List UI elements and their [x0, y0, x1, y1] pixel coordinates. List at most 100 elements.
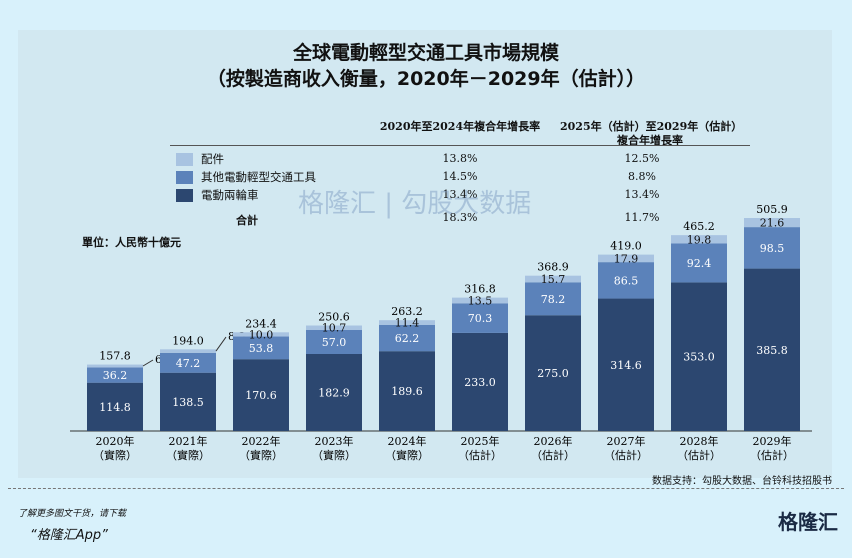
bar-segment [744, 227, 800, 269]
legend-swatch [176, 188, 193, 202]
chart-subtitle: （按製造商收入衡量，2020年－2029年（估計）） [206, 68, 646, 90]
total-label: 157.8 [99, 350, 131, 363]
data-label: 21.6 [760, 217, 785, 230]
promo-text: 了解更多图文干货，请下载 [18, 509, 127, 519]
bar-segment [598, 298, 654, 431]
bar-segment [160, 352, 216, 373]
bar-segment [379, 351, 435, 431]
x-tick-note: （估計） [677, 448, 721, 462]
total-label: 194.0 [172, 334, 204, 347]
cagr-value: 13.4% [624, 188, 660, 201]
x-tick-label: 2028年 [680, 434, 719, 448]
x-tick-note: （實際） [385, 448, 429, 462]
source-note: 数据支持：勾股大数据、台铃科技招股书 [652, 476, 832, 487]
total-label: 465.2 [683, 220, 715, 233]
bar-segment [525, 315, 581, 431]
data-label: 36.2 [103, 369, 128, 382]
bar-segment [671, 282, 727, 431]
cagr-value: 14.5% [442, 170, 478, 183]
data-label: 62.2 [395, 332, 420, 345]
legend-item: 配件 [176, 151, 224, 167]
bar-segment [598, 254, 654, 263]
data-label: 182.9 [318, 386, 350, 399]
bar-segment [379, 324, 435, 352]
data-label: 314.6 [610, 359, 642, 372]
data-label: 98.5 [760, 242, 785, 255]
data-label: 86.5 [614, 274, 639, 287]
bar-segment [306, 325, 362, 331]
bar-segment [160, 349, 216, 353]
total-label: 505.9 [756, 203, 788, 216]
unit-label: 單位：人民幣十億元 [82, 236, 181, 249]
data-label: 15.7 [541, 273, 566, 286]
legend-label: 配件 [201, 152, 224, 166]
data-label: 189.6 [391, 385, 423, 398]
legend-label: 其他電動輕型交通工具 [201, 170, 316, 184]
data-label: 170.6 [245, 389, 277, 402]
bar-segment [306, 353, 362, 431]
bar-segment [452, 297, 508, 304]
leader-line [142, 359, 154, 367]
bar-segment [744, 268, 800, 431]
cagr-header-2: 2025年（估計）至2029年（估計） [560, 120, 743, 133]
watermark: 格隆汇 | 勾股大数据 [298, 189, 532, 219]
bar-segment [671, 243, 727, 283]
data-label: 53.8 [249, 342, 274, 355]
cagr-value: 12.5% [624, 152, 660, 165]
bar-segment [671, 235, 727, 244]
bar-segment [233, 359, 289, 431]
data-label: 233.0 [464, 376, 496, 389]
bar-segment [598, 262, 654, 299]
promo-app: “格隆汇App” [30, 528, 108, 543]
total-label: 234.4 [245, 317, 277, 330]
data-label: 385.8 [756, 344, 788, 357]
bar-segment [87, 382, 143, 431]
cagr-header-1: 2020年至2024年複合年增長率 [379, 120, 541, 133]
data-label: 275.0 [537, 367, 569, 380]
cagr-value: 13.8% [442, 152, 478, 165]
cagr-value: 13.4% [442, 188, 478, 201]
data-label: 10.7 [322, 322, 347, 335]
total-label: 合計 [236, 214, 258, 227]
data-label: 138.5 [172, 396, 204, 409]
x-tick-label: 2024年 [388, 434, 427, 448]
data-label: 353.0 [683, 351, 715, 364]
x-tick-note: （實際） [93, 448, 137, 462]
cagr-value: 18.3% [442, 211, 478, 224]
x-tick-label: 2026年 [534, 434, 573, 448]
bar-segment [744, 218, 800, 228]
x-tick-label: 2021年 [169, 434, 208, 448]
bar-segment [452, 303, 508, 333]
x-tick-note: （估計） [458, 448, 502, 462]
x-tick-label: 2029年 [753, 434, 792, 448]
data-label: 78.2 [541, 293, 566, 306]
total-label: 263.2 [391, 305, 423, 318]
data-label: 92.4 [687, 257, 712, 270]
x-tick-note: （估計） [604, 448, 648, 462]
bar-segment [306, 330, 362, 354]
bar-segment [233, 336, 289, 360]
data-label: 17.9 [614, 252, 639, 265]
x-tick-label: 2027年 [607, 434, 646, 448]
cagr-value: 8.8% [628, 170, 656, 183]
divider [8, 488, 844, 489]
cagr-header-3: 複合年增長率 [617, 134, 683, 147]
total-label: 250.6 [318, 310, 350, 323]
data-label: 11.4 [395, 317, 420, 330]
x-tick-label: 2023年 [315, 434, 354, 448]
data-label: 13.5 [468, 294, 493, 307]
total-label: 368.9 [537, 261, 569, 274]
brand-logo: 格隆汇 [778, 510, 838, 534]
data-label: 10.0 [249, 328, 274, 341]
data-label: 57.0 [322, 336, 347, 349]
bar-segment [87, 364, 143, 368]
chart-title: 全球電動輕型交通工具市場規模 [292, 42, 559, 64]
bar-segment [379, 320, 435, 325]
x-tick-note: （估計） [531, 448, 575, 462]
x-tick-label: 2022年 [242, 434, 281, 448]
data-label: 114.8 [99, 401, 131, 414]
bar-segment [233, 332, 289, 337]
bar-segment [452, 332, 508, 431]
x-tick-note: （實際） [239, 448, 283, 462]
x-tick-note: （估計） [750, 448, 794, 462]
